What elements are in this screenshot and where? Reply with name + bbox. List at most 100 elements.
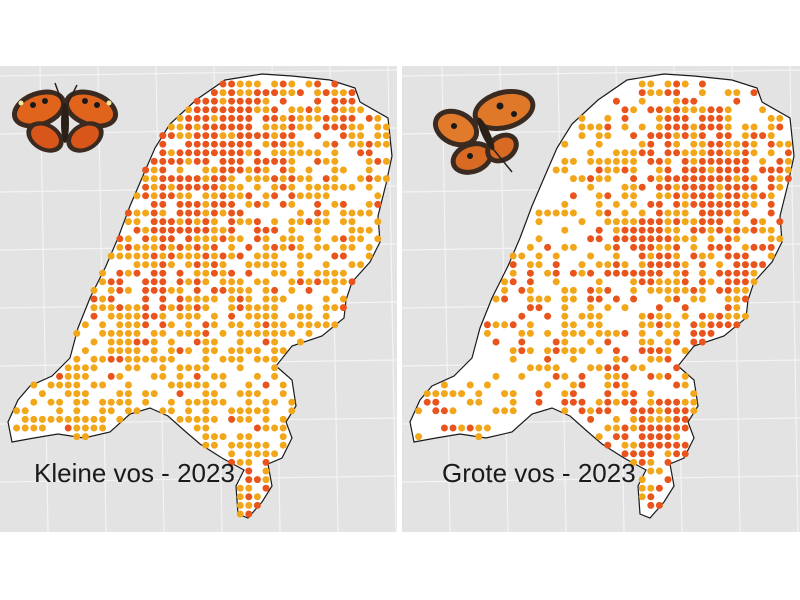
observation-dot-high: [638, 407, 646, 415]
observation-dot-high: [193, 304, 201, 312]
observation-dot-low: [176, 286, 184, 294]
observation-dot-low: [167, 261, 175, 269]
observation-dot-low: [228, 252, 236, 260]
observation-dot-low: [219, 381, 227, 389]
observation-dot-low: [569, 321, 577, 329]
observation-dot-low: [228, 321, 236, 329]
observation-dot-high: [228, 106, 236, 114]
observation-dot-high: [621, 106, 629, 114]
observation-dot-low: [681, 398, 689, 406]
observation-dot-low: [262, 106, 270, 114]
observation-dot-low: [185, 243, 193, 251]
observation-dot-low: [288, 106, 296, 114]
observation-dot-low: [458, 424, 466, 432]
observation-dot-high: [279, 200, 287, 208]
observation-dot-high: [271, 175, 279, 183]
map-grote-vos: [402, 66, 800, 532]
observation-dot-low: [604, 175, 612, 183]
observation-dot-high: [331, 252, 339, 260]
observation-dot-high: [176, 149, 184, 157]
observation-dot-high: [698, 175, 706, 183]
observation-dot-low: [228, 175, 236, 183]
observation-dot-low: [279, 114, 287, 122]
observation-dot-low: [124, 390, 132, 398]
observation-dot-low: [331, 183, 339, 191]
observation-dot-high: [587, 415, 595, 423]
observation-dot-high: [673, 381, 681, 389]
observation-dot-low: [150, 166, 158, 174]
observation-dot-low: [750, 123, 758, 131]
observation-dot-low: [185, 295, 193, 303]
observation-dot-high: [741, 295, 749, 303]
observation-dot-low: [569, 175, 577, 183]
observation-dot-high: [733, 157, 741, 165]
observation-dot-high: [647, 493, 655, 501]
observation-dot-high: [638, 243, 646, 251]
observation-dot-high: [262, 321, 270, 329]
observation-dot-high: [621, 269, 629, 277]
observation-dot-low: [210, 433, 218, 441]
observation-dot-low: [595, 261, 603, 269]
observation-dot-high: [159, 295, 167, 303]
observation-dot-high: [612, 269, 620, 277]
observation-dot-low: [621, 261, 629, 269]
observation-dot-low: [630, 106, 638, 114]
observation-dot-high: [561, 398, 569, 406]
observation-dot-low: [202, 235, 210, 243]
observation-dot-low: [133, 261, 141, 269]
observation-dot-high: [116, 235, 124, 243]
observation-dot-high: [176, 226, 184, 234]
observation-dot-low: [630, 166, 638, 174]
observation-dot-low: [107, 312, 115, 320]
observation-dot-high: [288, 175, 296, 183]
observation-dot-low: [193, 218, 201, 226]
observation-dot-high: [638, 218, 646, 226]
observation-dot-low: [595, 200, 603, 208]
observation-dot-low: [638, 329, 646, 337]
observation-dot-low: [262, 123, 270, 131]
observation-dot-high: [604, 338, 612, 346]
observation-dot-low: [90, 424, 98, 432]
observation-dot-low: [271, 269, 279, 277]
observation-dot-low: [690, 218, 698, 226]
observation-dot-high: [185, 149, 193, 157]
observation-dot-low: [73, 381, 81, 389]
observation-dot-low: [296, 114, 304, 122]
observation-dot-high: [159, 261, 167, 269]
observation-dot-high: [305, 218, 313, 226]
observation-dot-low: [202, 209, 210, 217]
large-tortoiseshell-butterfly-icon: [432, 88, 536, 175]
observation-dot-low: [638, 140, 646, 148]
observation-dot-low: [647, 467, 655, 475]
observation-dot-low: [587, 312, 595, 320]
observation-dot-high: [339, 200, 347, 208]
observation-dot-low: [578, 329, 586, 337]
observation-dot-high: [535, 304, 543, 312]
observation-dot-low: [210, 372, 218, 380]
observation-dot-low: [314, 226, 322, 234]
observation-dot-high: [647, 347, 655, 355]
observation-dot-high: [193, 114, 201, 122]
observation-dot-high: [210, 89, 218, 97]
observation-dot-high: [759, 243, 767, 251]
observation-dot-high: [167, 252, 175, 260]
observation-dot-high: [193, 157, 201, 165]
observation-dot-low: [357, 175, 365, 183]
observation-dot-low: [193, 252, 201, 260]
observation-dot-low: [621, 192, 629, 200]
observation-dot-low: [759, 226, 767, 234]
observation-dot-low: [475, 390, 483, 398]
observation-dot-high: [724, 183, 732, 191]
observation-dot-low: [322, 218, 330, 226]
observation-dot-high: [193, 97, 201, 105]
observation-dot-high: [655, 304, 663, 312]
observation-dot-low: [245, 200, 253, 208]
observation-dot-low: [90, 304, 98, 312]
observation-dot-low: [185, 157, 193, 165]
observation-dot-low: [219, 355, 227, 363]
observation-dot-high: [262, 114, 270, 122]
observation-dot-low: [142, 226, 150, 234]
observation-dot-high: [374, 157, 382, 165]
small-tortoiseshell-butterfly-icon: [11, 82, 119, 153]
observation-dot-high: [569, 192, 577, 200]
